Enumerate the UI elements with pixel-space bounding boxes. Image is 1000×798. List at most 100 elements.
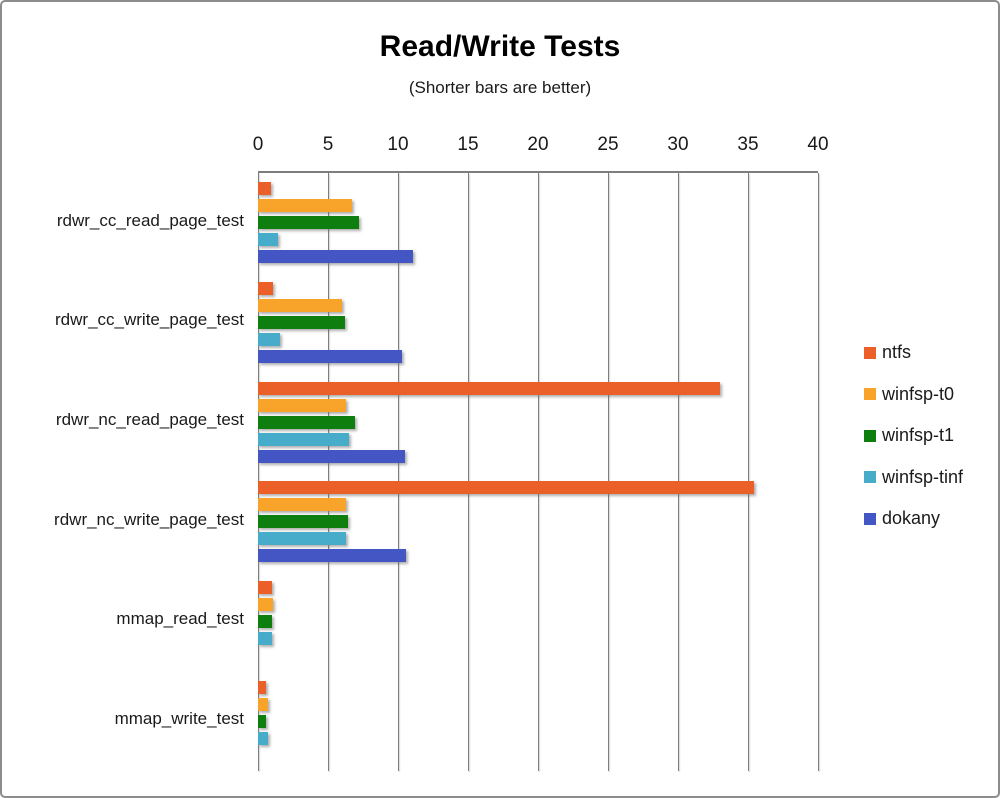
bar-slot-winfsp-tinf xyxy=(258,233,818,247)
bar-slot-winfsp-t1 xyxy=(258,315,818,329)
chart-title: Read/Write Tests xyxy=(379,30,621,63)
bar-group-rdwr_nc_read_page_test xyxy=(258,372,818,472)
bar-slot-dokany xyxy=(258,349,818,363)
bar-winfsp-t0 xyxy=(258,597,274,611)
legend: ntfs winfsp-t0 winfsp-t1 winfsp-tinf dokany xyxy=(864,332,963,540)
bar-slot-winfsp-t0 xyxy=(258,498,818,512)
bar-winfsp-t1 xyxy=(258,315,345,329)
gridline xyxy=(678,173,679,771)
x-tick-label: 30 xyxy=(667,134,689,155)
legend-swatch-winfsp-t0 xyxy=(864,388,876,401)
bar-winfsp-tinf xyxy=(258,731,268,745)
bar-winfsp-t0 xyxy=(258,398,347,412)
legend-item-ntfs: ntfs xyxy=(864,332,963,374)
bar-dokany xyxy=(258,349,403,363)
plot-area xyxy=(258,171,819,771)
bar-slot-winfsp-tinf xyxy=(258,731,818,745)
bar-slot-dokany xyxy=(258,449,818,463)
bar-slot-winfsp-t0 xyxy=(258,199,818,213)
category-labels: rdwr_cc_read_page_test rdwr_cc_write_page… xyxy=(2,171,248,769)
x-tick-label: 10 xyxy=(387,134,409,155)
bar-ntfs xyxy=(258,281,274,295)
legend-label: winfsp-t0 xyxy=(882,383,955,404)
bar-ntfs xyxy=(258,182,271,196)
legend-label: winfsp-tinf xyxy=(882,466,964,487)
chart-subtitle: (Shorter bars are better) xyxy=(408,78,592,97)
bar-slot-winfsp-t1 xyxy=(258,714,818,728)
legend-label: dokany xyxy=(882,508,941,529)
bar-slot-winfsp-tinf xyxy=(258,332,818,346)
bar-winfsp-t1 xyxy=(258,216,359,230)
x-axis: 0 5 10 15 20 25 30 35 40 xyxy=(253,134,829,162)
x-tick-label: 15 xyxy=(457,134,479,155)
bar-slot-dokany xyxy=(258,649,818,662)
category-label: rdwr_cc_read_page_test xyxy=(56,210,244,230)
bar-slot-ntfs xyxy=(258,281,818,295)
x-tick-label: 40 xyxy=(807,134,829,155)
bar-winfsp-t0 xyxy=(258,298,342,312)
bar-winfsp-t0 xyxy=(258,199,352,213)
bar-dokany xyxy=(258,549,407,563)
bar-slot-dokany xyxy=(258,749,818,762)
bar-winfsp-t1 xyxy=(258,614,272,628)
category-label: rdwr_nc_read_page_test xyxy=(55,410,244,430)
bar-winfsp-t0 xyxy=(258,498,347,512)
category-label: mmap_write_test xyxy=(114,709,244,729)
bar-winfsp-t1 xyxy=(258,515,348,529)
legend-item-winfsp-t0: winfsp-t0 xyxy=(864,374,963,416)
bar-slot-ntfs xyxy=(258,481,818,495)
bar-winfsp-tinf xyxy=(258,332,281,346)
bar-slot-dokany xyxy=(258,549,818,563)
gridline xyxy=(608,173,609,771)
bar-slot-winfsp-t0 xyxy=(258,697,818,711)
x-tick-label: 0 xyxy=(252,134,264,155)
gridline xyxy=(748,173,749,771)
bar-winfsp-t1 xyxy=(258,714,267,728)
bar-slot-winfsp-tinf xyxy=(258,432,818,446)
category-label: mmap_read_test xyxy=(116,609,244,629)
bar-winfsp-tinf xyxy=(258,432,349,446)
bar-slot-winfsp-t0 xyxy=(258,298,818,312)
gridline xyxy=(258,173,259,771)
gridline xyxy=(818,173,819,771)
bar-group-mmap_read_test xyxy=(258,572,818,672)
bar-winfsp-tinf xyxy=(258,233,278,247)
bar-slot-ntfs xyxy=(258,182,818,196)
bar-ntfs xyxy=(258,680,267,694)
gridline xyxy=(398,173,399,771)
bar-winfsp-t0 xyxy=(258,697,268,711)
legend-swatch-ntfs xyxy=(864,346,876,359)
bar-slot-winfsp-t1 xyxy=(258,614,818,628)
legend-label: ntfs xyxy=(882,342,912,363)
bar-slot-winfsp-t0 xyxy=(258,597,818,611)
legend-item-winfsp-tinf: winfsp-tinf xyxy=(864,457,963,499)
legend-swatch-dokany xyxy=(864,512,876,525)
gridline xyxy=(468,173,469,771)
bar-slot-winfsp-tinf xyxy=(258,532,818,546)
bar-ntfs xyxy=(258,580,272,594)
legend-item-dokany: dokany xyxy=(864,498,963,540)
bar-ntfs xyxy=(258,381,720,395)
legend-label: winfsp-t1 xyxy=(882,425,955,446)
legend-item-winfsp-t1: winfsp-t1 xyxy=(864,415,963,457)
gridline xyxy=(538,173,539,771)
bar-rows xyxy=(258,173,818,771)
bar-slot-ntfs xyxy=(258,680,818,694)
x-tick-label: 5 xyxy=(322,134,334,155)
bar-winfsp-tinf xyxy=(258,532,347,546)
bar-slot-ntfs xyxy=(258,580,818,594)
bar-winfsp-tinf xyxy=(258,631,272,645)
category-label: rdwr_nc_write_page_test xyxy=(54,509,244,529)
bar-slot-winfsp-t1 xyxy=(258,415,818,429)
legend-swatch-winfsp-t1 xyxy=(864,429,876,442)
bar-group-rdwr_nc_write_page_test xyxy=(258,472,818,572)
bar-slot-winfsp-t0 xyxy=(258,398,818,412)
legend-swatch-winfsp-tinf xyxy=(864,471,876,484)
x-tick-label: 20 xyxy=(527,134,549,155)
bar-slot-dokany xyxy=(258,250,818,264)
x-tick-label: 25 xyxy=(597,134,619,155)
bar-slot-ntfs xyxy=(258,381,818,395)
bar-winfsp-t1 xyxy=(258,415,355,429)
bar-group-mmap_write_test xyxy=(258,671,818,771)
